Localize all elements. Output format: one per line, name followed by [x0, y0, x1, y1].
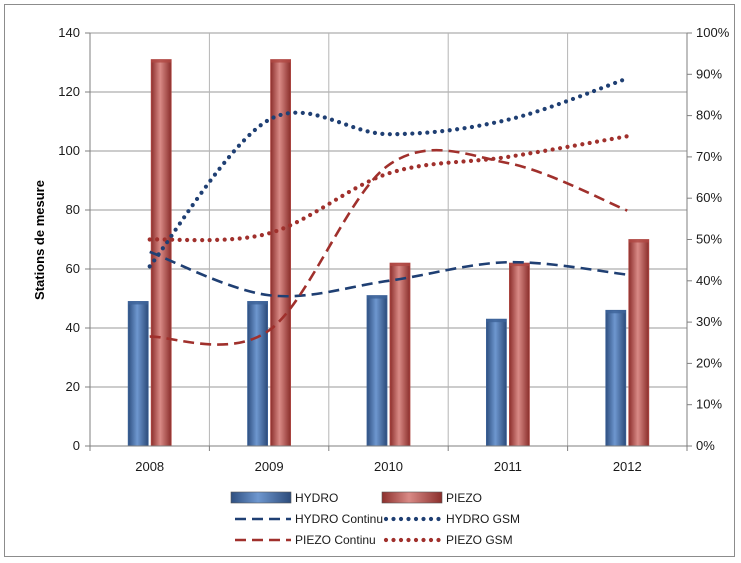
x-tick-label: 2012 [613, 459, 642, 474]
bar-hydro [485, 318, 507, 447]
y-tick-label: 80 [66, 202, 80, 217]
bar-cap [270, 59, 291, 63]
bar-hydro [247, 301, 269, 447]
y2-tick-label: 100% [696, 25, 730, 40]
bar-cap [509, 263, 530, 267]
legend-label: PIEZO GSM [446, 533, 513, 547]
y2-tick-label: 50% [696, 232, 722, 247]
y-tick-label: 100 [58, 143, 80, 158]
line-hydro-continu [149, 250, 628, 298]
legend-label: HYDRO GSM [446, 512, 520, 526]
legend-label: PIEZO [446, 491, 482, 505]
bar-piezo [508, 262, 530, 447]
x-tick-label: 2010 [374, 459, 403, 474]
y-tick-label: 60 [66, 261, 80, 276]
x-tick-label: 2011 [494, 459, 522, 474]
bar-hydro [366, 295, 388, 447]
y2-tick-label: 70% [696, 149, 722, 164]
x-tick-label: 2009 [255, 459, 284, 474]
y2-tick-label: 0% [696, 438, 715, 453]
bar-cap [247, 301, 268, 305]
y-tick-label: 40 [66, 320, 80, 335]
y2-tick-label: 60% [696, 190, 722, 205]
legend: HYDRO PIEZO HYDRO Continu HYDRO GSM PIEZO Co… [230, 491, 520, 547]
bar-cap [628, 239, 649, 243]
bar-cap [605, 310, 626, 314]
bar-cap [367, 295, 387, 299]
line-piezo-gsm [147, 134, 630, 243]
y-axis-title: Stations de mesure [32, 180, 47, 300]
bar-cap [390, 263, 410, 267]
y2-tick-label: 80% [696, 108, 722, 123]
line-piezo-continu [149, 148, 628, 346]
y2-tick-label: 40% [696, 273, 722, 288]
bar-cap [486, 319, 507, 323]
bars [127, 59, 650, 447]
legend-swatch-hydro [230, 491, 292, 504]
y-tick-label: 20 [66, 379, 80, 394]
y2-tick-label: 30% [696, 314, 722, 329]
bar-piezo [628, 239, 650, 447]
line-hydro-gsm [147, 76, 630, 269]
y2-tick-label: 10% [696, 397, 722, 412]
legend-swatch-piezo [381, 491, 443, 504]
legend-label: HYDRO [295, 491, 338, 505]
y2-tick-label: 90% [696, 66, 722, 81]
chart-frame [4, 4, 735, 557]
y2-tick-label: 20% [696, 355, 722, 370]
bar-cap [151, 59, 172, 63]
y-tick-label: 120 [58, 84, 80, 99]
legend-label: HYDRO Continu [295, 512, 383, 526]
bar-hydro [605, 309, 627, 447]
y-tick-label: 0 [73, 438, 80, 453]
bar-piezo [389, 262, 411, 447]
legend-label: PIEZO Continu [295, 533, 376, 547]
bar-cap [128, 301, 149, 305]
bar-hydro [127, 301, 149, 447]
axes: 0 20 40 60 80 100 120 140 0% 10% 20% 30% 40% 50% 60% 70… [58, 25, 729, 474]
x-tick-label: 2008 [135, 459, 164, 474]
line-series [147, 76, 630, 346]
y-tick-label: 140 [58, 25, 80, 40]
